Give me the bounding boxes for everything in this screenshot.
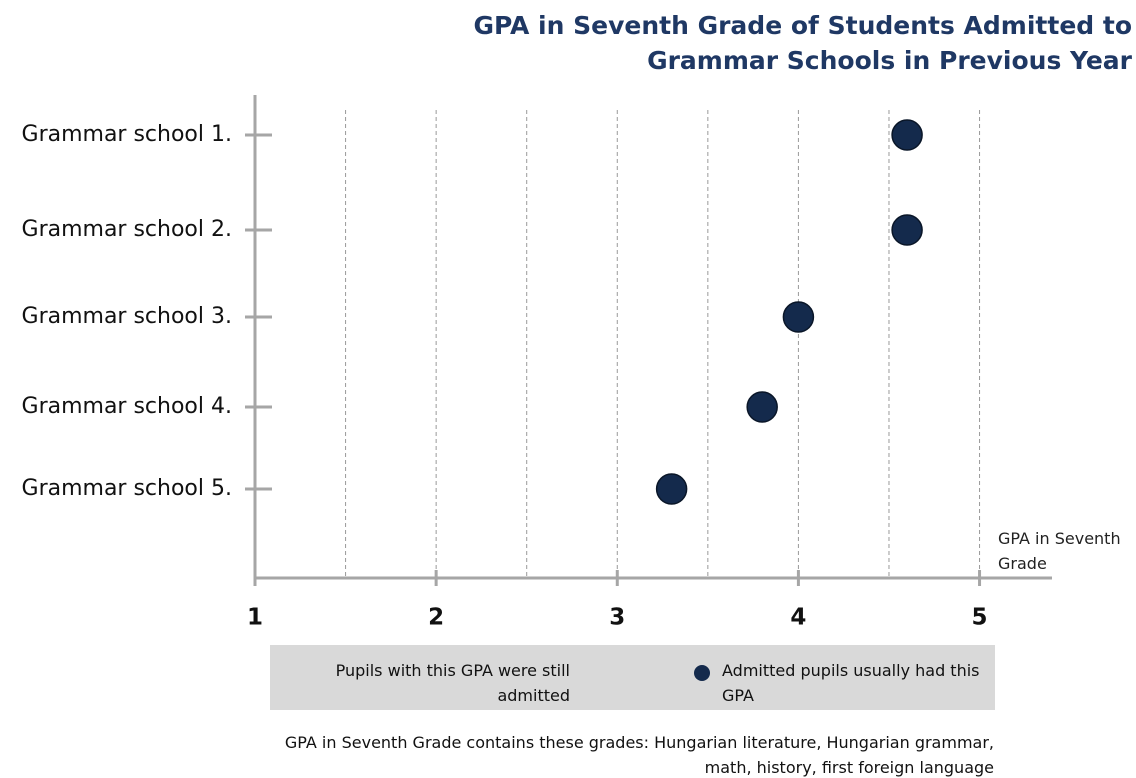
range-dot <box>891 119 923 151</box>
x-tick-label: 5 <box>972 605 988 631</box>
x-tick-label: 3 <box>609 605 625 631</box>
legend-high-label: Admitted pupils usually had this GPA <box>722 661 980 705</box>
footnote: GPA in Seventh Grade contains these grad… <box>284 733 994 777</box>
range-dot <box>891 214 923 246</box>
y-tick-label: Grammar school 1. <box>22 122 232 147</box>
x-tick-label: 2 <box>428 605 444 631</box>
legend-low-label: Pupils with this GPA were still admitted <box>335 661 570 705</box>
range-dot <box>782 301 815 333</box>
x-axis-label: GPA in Seventh Grade <box>998 529 1121 573</box>
range-dot <box>746 391 778 423</box>
y-tick-label: Grammar school 3. <box>22 304 232 329</box>
y-tick-label: Grammar school 2. <box>22 217 232 242</box>
legend-dot <box>694 665 710 681</box>
chart-title: GPA in Seventh Grade of Students Admitte… <box>473 11 1132 75</box>
y-tick-label: Grammar school 5. <box>22 476 232 501</box>
range-dot <box>655 473 688 505</box>
x-tick-label: 4 <box>790 605 806 631</box>
x-tick-label: 1 <box>247 605 263 631</box>
legend-box <box>270 645 995 710</box>
y-tick-label: Grammar school 4. <box>22 394 232 419</box>
